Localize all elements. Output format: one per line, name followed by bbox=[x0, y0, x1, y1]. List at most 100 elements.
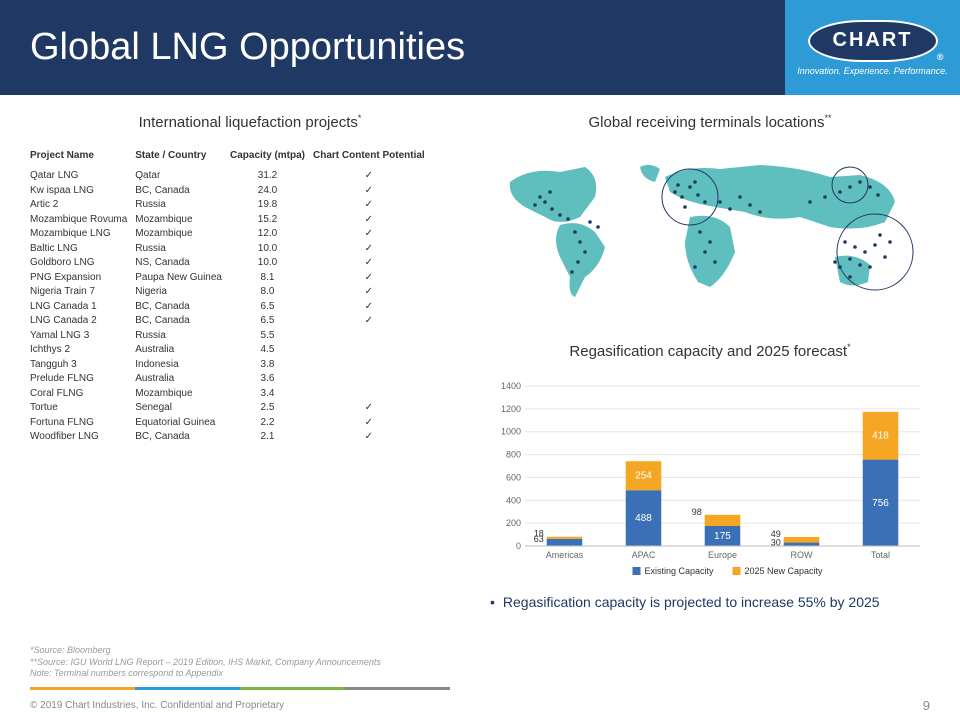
right-column: Global receiving terminals locations** bbox=[490, 113, 930, 610]
col-capacity: Capacity (mtpa) bbox=[230, 147, 313, 169]
cell-check bbox=[313, 357, 433, 372]
projects-table: Project Name State / Country Capacity (m… bbox=[30, 147, 433, 444]
cell-check: ✓ bbox=[313, 285, 433, 300]
copyright: © 2019 Chart Industries, Inc. Confidenti… bbox=[30, 700, 284, 711]
projects-title-sup: * bbox=[358, 113, 362, 123]
cell-country: Russia bbox=[135, 328, 230, 343]
left-column: International liquefaction projects* Pro… bbox=[30, 113, 470, 610]
cell-capacity: 31.2 bbox=[230, 169, 313, 184]
svg-text:600: 600 bbox=[506, 472, 521, 482]
cell-project: PNG Expansion bbox=[30, 270, 135, 285]
cell-capacity: 3.4 bbox=[230, 386, 313, 401]
svg-text:2025 New Capacity: 2025 New Capacity bbox=[745, 566, 824, 576]
table-row: Yamal LNG 3Russia5.5 bbox=[30, 328, 433, 343]
footnote-3: Note: Terminal numbers correspond to App… bbox=[30, 668, 381, 680]
footer: © 2019 Chart Industries, Inc. Confidenti… bbox=[0, 690, 960, 720]
table-row: Tangguh 3Indonesia3.8 bbox=[30, 357, 433, 372]
cell-capacity: 24.0 bbox=[230, 183, 313, 198]
cell-project: Ichthys 2 bbox=[30, 343, 135, 358]
projects-title: International liquefaction projects* bbox=[30, 113, 470, 131]
table-row: LNG Canada 1BC, Canada6.5✓ bbox=[30, 299, 433, 314]
table-row: Baltic LNGRussia10.0✓ bbox=[30, 241, 433, 256]
map-svg bbox=[490, 147, 930, 332]
cell-country: BC, Canada bbox=[135, 299, 230, 314]
bullet-dot: • bbox=[490, 594, 495, 610]
cell-capacity: 5.5 bbox=[230, 328, 313, 343]
cell-capacity: 10.0 bbox=[230, 256, 313, 271]
table-row: Mozambique RovumaMozambique15.2✓ bbox=[30, 212, 433, 227]
chart-title-text: Regasification capacity and 2025 forecas… bbox=[569, 343, 847, 360]
cell-country: Senegal bbox=[135, 401, 230, 416]
cell-country: Russia bbox=[135, 241, 230, 256]
cell-check: ✓ bbox=[313, 227, 433, 242]
cell-project: LNG Canada 1 bbox=[30, 299, 135, 314]
cell-project: Prelude FLNG bbox=[30, 372, 135, 387]
svg-text:Total: Total bbox=[871, 550, 890, 560]
table-row: Prelude FLNGAustralia3.6 bbox=[30, 372, 433, 387]
chart-title: Regasification capacity and 2025 forecas… bbox=[490, 342, 930, 360]
forecast-bullet: • Regasification capacity is projected t… bbox=[490, 594, 930, 610]
cell-check: ✓ bbox=[313, 430, 433, 445]
svg-text:ROW: ROW bbox=[791, 550, 814, 560]
svg-text:1400: 1400 bbox=[501, 381, 521, 391]
cell-capacity: 2.5 bbox=[230, 401, 313, 416]
cell-country: Qatar bbox=[135, 169, 230, 184]
chart-logo: CHART bbox=[808, 20, 938, 62]
table-row: TortueSenegal2.5✓ bbox=[30, 401, 433, 416]
svg-text:418: 418 bbox=[872, 431, 889, 442]
cell-capacity: 6.5 bbox=[230, 299, 313, 314]
svg-text:254: 254 bbox=[635, 471, 652, 482]
cell-check: ✓ bbox=[313, 183, 433, 198]
svg-text:Existing Capacity: Existing Capacity bbox=[645, 566, 715, 576]
cell-capacity: 6.5 bbox=[230, 314, 313, 329]
cell-capacity: 2.2 bbox=[230, 415, 313, 430]
cell-project: Tortue bbox=[30, 401, 135, 416]
svg-text:98: 98 bbox=[692, 507, 702, 517]
cell-check: ✓ bbox=[313, 198, 433, 213]
cell-check bbox=[313, 386, 433, 401]
col-project: Project Name bbox=[30, 147, 135, 169]
map-title-sup: ** bbox=[824, 113, 831, 123]
table-row: Nigeria Train 7Nigeria8.0✓ bbox=[30, 285, 433, 300]
col-country: State / Country bbox=[135, 147, 230, 169]
cell-check bbox=[313, 328, 433, 343]
cell-project: Kw ispaa LNG bbox=[30, 183, 135, 198]
cell-project: Baltic LNG bbox=[30, 241, 135, 256]
svg-text:1000: 1000 bbox=[501, 427, 521, 437]
table-row: Woodfiber LNGBC, Canada2.1✓ bbox=[30, 430, 433, 445]
cell-capacity: 4.5 bbox=[230, 343, 313, 358]
cell-project: Nigeria Train 7 bbox=[30, 285, 135, 300]
cell-country: Australia bbox=[135, 372, 230, 387]
projects-title-text: International liquefaction projects bbox=[139, 114, 358, 131]
logo-tagline: Innovation. Experience. Performance. bbox=[797, 66, 948, 76]
svg-text:Europe: Europe bbox=[708, 550, 737, 560]
cell-check bbox=[313, 343, 433, 358]
footnote-2: **Source: IGU World LNG Report – 2019 Ed… bbox=[30, 657, 381, 669]
cell-project: Woodfiber LNG bbox=[30, 430, 135, 445]
cell-capacity: 19.8 bbox=[230, 198, 313, 213]
cell-country: BC, Canada bbox=[135, 430, 230, 445]
page-number: 9 bbox=[923, 698, 930, 713]
cell-country: BC, Canada bbox=[135, 314, 230, 329]
svg-text:800: 800 bbox=[506, 450, 521, 460]
cell-project: Artic 2 bbox=[30, 198, 135, 213]
cell-capacity: 15.2 bbox=[230, 212, 313, 227]
svg-text:756: 756 bbox=[872, 498, 889, 509]
cell-check: ✓ bbox=[313, 299, 433, 314]
svg-text:1200: 1200 bbox=[501, 404, 521, 414]
table-row: Artic 2Russia19.8✓ bbox=[30, 198, 433, 213]
cell-country: Paupa New Guinea bbox=[135, 270, 230, 285]
footnote-1: *Source: Bloomberg bbox=[30, 645, 381, 657]
cell-check: ✓ bbox=[313, 241, 433, 256]
cell-country: Equatorial Guinea bbox=[135, 415, 230, 430]
table-row: Mozambique LNGMozambique12.0✓ bbox=[30, 227, 433, 242]
cell-check: ✓ bbox=[313, 415, 433, 430]
svg-text:200: 200 bbox=[506, 518, 521, 528]
cell-project: Mozambique LNG bbox=[30, 227, 135, 242]
cell-capacity: 8.1 bbox=[230, 270, 313, 285]
col-potential: Chart Content Potential bbox=[313, 147, 433, 169]
map-title-text: Global receiving terminals locations bbox=[589, 114, 825, 131]
cell-capacity: 3.8 bbox=[230, 357, 313, 372]
cell-project: Yamal LNG 3 bbox=[30, 328, 135, 343]
bar-chart-svg: 02004006008001000120014006318Americas488… bbox=[490, 376, 930, 586]
